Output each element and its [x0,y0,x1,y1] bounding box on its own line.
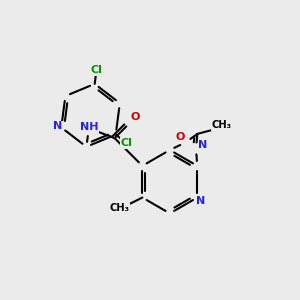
Text: O: O [176,133,185,142]
Text: CH₃: CH₃ [110,203,130,214]
Text: O: O [131,112,140,122]
Text: CH₃: CH₃ [212,120,232,130]
Text: N: N [198,140,208,151]
Text: NH: NH [80,122,98,132]
Text: Cl: Cl [121,138,133,148]
Text: N: N [196,196,205,206]
Text: N: N [53,122,62,131]
Text: Cl: Cl [91,65,102,75]
